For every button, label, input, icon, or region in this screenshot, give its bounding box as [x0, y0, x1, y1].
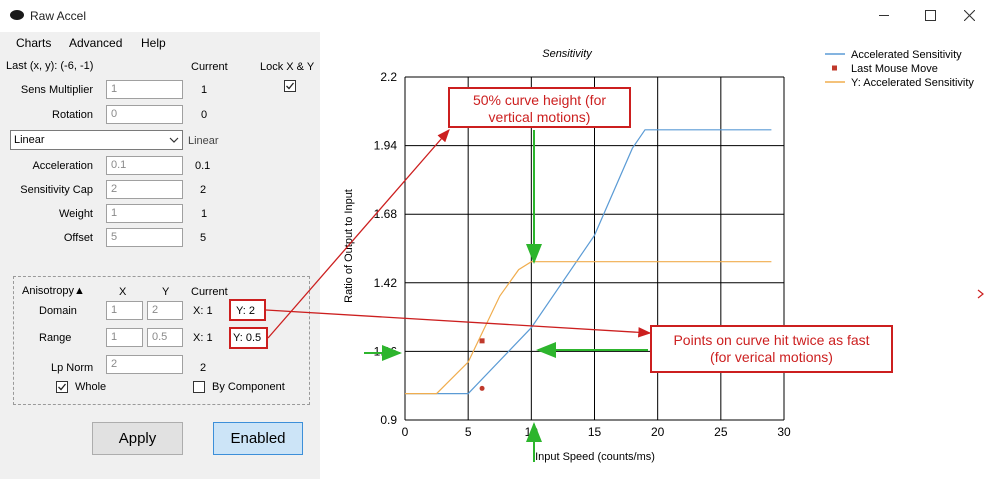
mode-dropdown-value: Linear — [14, 134, 45, 146]
last-xy-readout: Last (x, y): (-6, -1) — [6, 60, 94, 72]
weight-input[interactable]: 1 — [106, 204, 183, 223]
minimize-button[interactable] — [864, 4, 904, 26]
anisotropy-x-header: X — [119, 286, 127, 298]
top-callout-line1: 50% curve height (for — [472, 92, 607, 108]
sensitivity-cap-input[interactable]: 2 — [106, 180, 183, 199]
x-axis-label: Input Speed (counts/ms) — [535, 451, 655, 463]
acceleration-input[interactable]: 0.1 — [106, 156, 183, 175]
weight-label: Weight — [58, 208, 93, 220]
weight-current: 1 — [201, 208, 208, 220]
mode-dropdown[interactable]: Linear — [10, 130, 183, 150]
sens-multiplier-current: 1 — [201, 84, 208, 96]
close-button[interactable] — [954, 4, 984, 26]
checkmark-icon — [58, 383, 67, 391]
domain-y-input[interactable]: 2 — [147, 301, 183, 320]
domain-current-y-highlight — [229, 299, 266, 321]
close-icon — [963, 9, 975, 21]
rotation-input[interactable]: 0 — [106, 105, 183, 124]
lp-norm-current: 2 — [200, 362, 207, 374]
chart-legend: Accelerated Sensitivity Last Mouse Move Y:… — [825, 49, 974, 89]
legend-label: Last Mouse Move — [851, 63, 938, 75]
x-tick-label: 0 — [402, 425, 409, 439]
y-tick-label: 1.42 — [374, 276, 398, 290]
x-tick-label: 25 — [714, 425, 728, 439]
anisotropy-toggle[interactable]: Anisotropy▲ — [22, 285, 85, 297]
anisotropy-y-header: Y — [162, 286, 170, 298]
sensitivity-cap-label: Sensitivity Cap — [20, 184, 93, 196]
acceleration-current: 0.1 — [195, 160, 211, 172]
lock-xy-label: Lock X & Y — [260, 61, 315, 73]
chart-title: Sensitivity — [542, 48, 593, 60]
current-header: Current — [191, 61, 228, 73]
window-title: Raw Accel — [30, 9, 87, 23]
edge-arrow-icon — [977, 289, 984, 299]
enabled-button[interactable]: Enabled — [213, 422, 303, 455]
x-tick-label: 15 — [588, 425, 602, 439]
x-tick-label: 5 — [465, 425, 472, 439]
legend-label: Y: Accelerated Sensitivity — [851, 77, 974, 89]
rotation-label: Rotation — [52, 109, 93, 121]
whole-checkbox[interactable] — [56, 381, 68, 393]
anisotropy-current-header: Current — [191, 286, 228, 298]
range-current-x: X: 1 — [193, 332, 213, 344]
app-icon — [10, 10, 24, 20]
top-callout: 50% curve height (for vertical motions) — [448, 87, 631, 128]
lp-norm-input[interactable]: 2 — [106, 355, 183, 374]
menu-help[interactable]: Help — [141, 36, 166, 50]
maximize-button[interactable] — [910, 4, 950, 26]
last-mouse-move-point — [479, 338, 485, 344]
mouse-move-dot — [479, 385, 485, 391]
lp-norm-label: Lp Norm — [51, 362, 94, 374]
checkmark-icon — [286, 82, 295, 90]
maximize-icon — [924, 9, 936, 21]
menu-charts[interactable]: Charts — [16, 36, 52, 50]
range-label: Range — [39, 332, 72, 344]
legend-label: Accelerated Sensitivity — [851, 49, 962, 61]
domain-current-y: Y: 2 — [236, 305, 255, 317]
domain-current-x: X: 1 — [193, 305, 213, 317]
range-current-y: Y: 0.5 — [233, 332, 262, 344]
apply-button[interactable]: Apply — [92, 422, 183, 455]
sens-multiplier-label: Sens Multiplier — [20, 84, 93, 96]
right-callout-line1: Points on curve hit twice as fast — [673, 332, 870, 348]
top-callout-line2: vertical motions) — [488, 109, 591, 125]
rotation-current: 0 — [201, 109, 208, 121]
right-callout: Points on curve hit twice as fast (for v… — [650, 325, 893, 373]
by-component-checkbox[interactable] — [193, 381, 205, 393]
minimize-icon — [879, 14, 889, 16]
offset-label: Offset — [63, 232, 93, 244]
legend-marker — [832, 65, 837, 71]
range-x-input[interactable]: 1 — [106, 328, 143, 347]
right-callout-line2: (for verical motions) — [710, 349, 833, 365]
domain-label: Domain — [39, 305, 77, 317]
by-component-label: By Component — [212, 381, 285, 393]
offset-input[interactable]: 5 — [106, 228, 183, 247]
range-current-y-highlight — [229, 327, 268, 349]
whole-label: Whole — [75, 381, 107, 393]
y-axis-label: Ratio of Output to Input — [343, 189, 355, 303]
x-tick-label: 30 — [777, 425, 791, 439]
offset-current: 5 — [200, 232, 207, 244]
y-tick-label: 0.9 — [380, 413, 397, 427]
y-tick-label: 1.94 — [374, 139, 398, 153]
sens-multiplier-input[interactable]: 1 — [106, 80, 183, 99]
menu-advanced[interactable]: Advanced — [69, 36, 123, 50]
y-tick-label: 2.2 — [380, 70, 397, 84]
anisotropy-group — [13, 276, 310, 405]
domain-x-input[interactable]: 1 — [106, 301, 143, 320]
title-bar: Raw Accel — [0, 0, 984, 32]
chevron-down-icon — [169, 137, 179, 143]
x-tick-label: 20 — [651, 425, 665, 439]
red-arrow-to-right-callout — [265, 309, 652, 338]
red-arrow-to-top-callout — [267, 129, 450, 339]
series-line-0 — [405, 129, 772, 395]
menu-bar — [0, 32, 320, 54]
acceleration-label: Acceleration — [32, 160, 93, 172]
mode-current: Linear — [188, 135, 219, 147]
range-y-input[interactable]: 0.5 — [147, 328, 183, 347]
lock-xy-checkbox[interactable] — [284, 80, 296, 92]
sensitivity-cap-current: 2 — [200, 184, 207, 196]
